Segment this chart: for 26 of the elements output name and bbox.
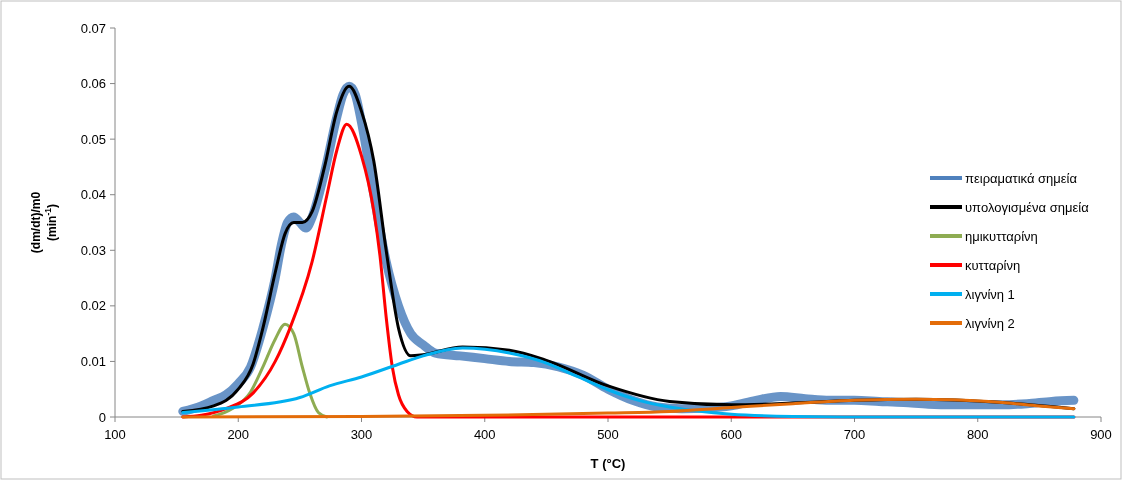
x-axis-title: T (°C) bbox=[590, 456, 626, 471]
x-tick-label: 600 bbox=[720, 427, 743, 442]
legend-label: κυτταρίνη bbox=[965, 257, 1021, 273]
x-tick-label: 100 bbox=[104, 427, 126, 442]
x-tick-label: 900 bbox=[1090, 427, 1112, 442]
x-tick-label: 500 bbox=[597, 427, 619, 442]
x-tick-label: 200 bbox=[227, 427, 250, 442]
y-tick-label: 0.06 bbox=[80, 76, 106, 92]
x-tick-label: 300 bbox=[350, 427, 373, 442]
legend-label: λιγνίνη 1 bbox=[965, 286, 1015, 302]
legend-label: πειραματικά σημεία bbox=[965, 170, 1078, 186]
legend-label: υπολογισμένα σημεία bbox=[965, 199, 1090, 215]
x-tick-label: 700 bbox=[843, 427, 866, 442]
y-tick-label: 0.04 bbox=[80, 187, 106, 203]
y-tick-label: 0.07 bbox=[80, 20, 106, 36]
x-tick-label: 800 bbox=[966, 427, 989, 442]
y-tick-label: 0.05 bbox=[80, 131, 106, 147]
line-series bbox=[181, 397, 1076, 419]
y-tick-label: 0 bbox=[98, 409, 106, 425]
y-tick-label: 0.02 bbox=[80, 298, 106, 314]
legend-label: ημικυτταρίνη bbox=[965, 228, 1038, 244]
y-tick-label: 0.03 bbox=[80, 242, 106, 258]
x-tick-label: 400 bbox=[473, 427, 496, 442]
legend-label: λιγνίνη 2 bbox=[965, 315, 1015, 331]
line-series bbox=[181, 346, 1076, 419]
y-tick-label: 0.01 bbox=[80, 353, 106, 369]
